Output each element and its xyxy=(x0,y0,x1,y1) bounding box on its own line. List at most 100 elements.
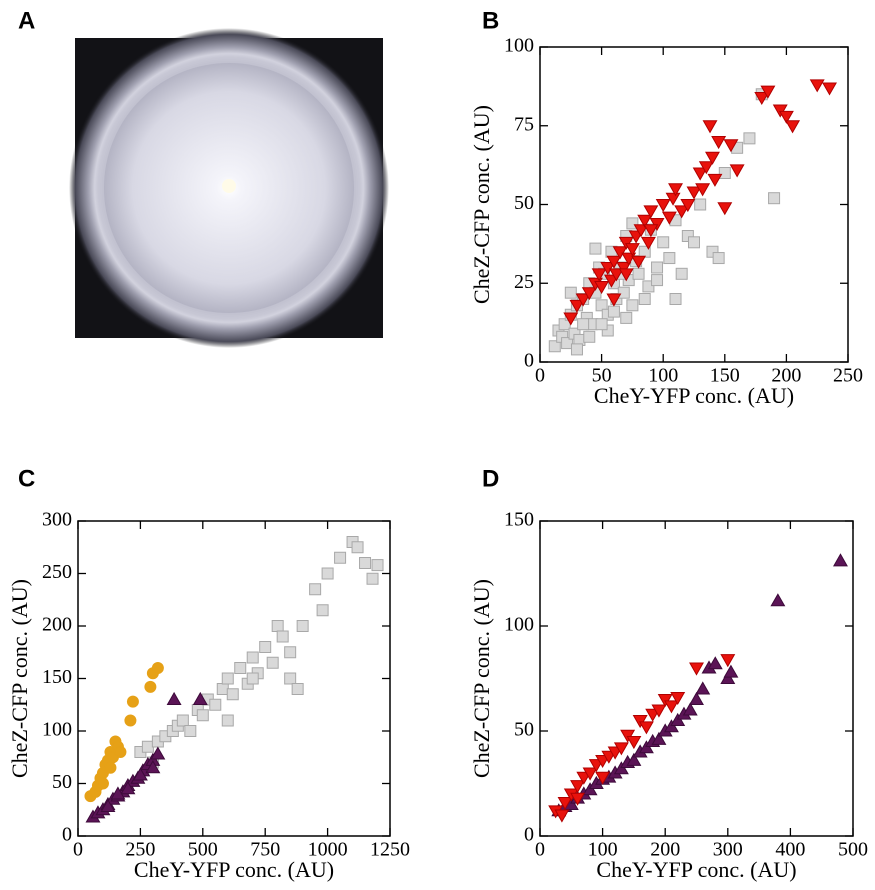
data-point xyxy=(688,236,700,249)
data-point xyxy=(561,337,574,350)
data-point xyxy=(754,91,770,106)
data-points xyxy=(84,536,384,823)
data-point xyxy=(246,672,259,685)
data-point xyxy=(711,136,727,150)
data-point xyxy=(633,224,649,238)
data-point xyxy=(638,293,651,305)
data-point xyxy=(695,681,711,695)
y-tick-label: 50 xyxy=(514,192,534,214)
x-tick-label: 1000 xyxy=(308,839,348,861)
data-point xyxy=(694,198,707,211)
plot-frame xyxy=(539,520,854,837)
scatter-chart: 0 250 500 750 1000 1250 0 50 100 150 200 250 300 CheY… xyxy=(7,509,410,882)
data-point xyxy=(582,782,598,796)
panel-letter: A xyxy=(18,7,35,34)
data-point xyxy=(284,646,297,659)
data-point xyxy=(575,293,591,307)
y-tick-label: 25 xyxy=(514,271,534,293)
data-point xyxy=(760,85,776,99)
data-point xyxy=(591,268,607,282)
data-point xyxy=(554,809,570,823)
x-tick-label: 150 xyxy=(710,365,740,387)
data-point xyxy=(661,211,677,225)
x-axis-label: CheY-YFP conc. (AU) xyxy=(134,857,334,882)
data-point xyxy=(669,293,682,305)
data-point xyxy=(359,557,372,569)
x-tick-label: 250 xyxy=(833,365,863,387)
data-point xyxy=(608,268,624,282)
data-point xyxy=(663,252,676,265)
x-tick-label: 500 xyxy=(188,839,218,861)
data-point xyxy=(698,161,714,175)
data-point xyxy=(612,246,628,260)
data-point xyxy=(583,330,596,343)
data-point xyxy=(649,217,665,232)
data-point xyxy=(234,662,247,674)
x-tick-label: 0 xyxy=(73,839,83,861)
data-point xyxy=(221,672,234,685)
data-point xyxy=(616,262,632,276)
data-point xyxy=(772,104,788,118)
data-point xyxy=(822,82,837,96)
data-point xyxy=(718,167,731,179)
inoculation-spot xyxy=(222,179,236,193)
data-point xyxy=(601,324,614,337)
y-tick-label: 100 xyxy=(42,719,72,741)
data-point xyxy=(141,740,154,753)
data-point xyxy=(600,262,616,276)
x-axis-label: CheY-YFP conc. (AU) xyxy=(594,383,794,408)
data-point xyxy=(665,192,681,206)
data-point xyxy=(582,767,598,781)
x-tick-label: 200 xyxy=(771,365,801,387)
y-tick-label: 0 xyxy=(524,824,534,846)
data-point xyxy=(564,286,577,299)
x-tick-label: 300 xyxy=(713,839,743,861)
data-point xyxy=(184,725,197,737)
data-point xyxy=(657,694,673,708)
x-tick-label: 0 xyxy=(535,365,545,387)
data-point xyxy=(271,620,284,632)
data-point xyxy=(663,719,679,733)
data-point xyxy=(632,715,648,729)
data-point xyxy=(768,192,781,205)
data-point xyxy=(720,654,736,668)
data-point xyxy=(595,318,608,331)
y-axis-label: CheZ-CFP conc. (AU) xyxy=(469,579,494,778)
data-point xyxy=(663,700,679,714)
data-point xyxy=(570,343,583,356)
data-point xyxy=(770,593,786,607)
data-point xyxy=(620,729,636,743)
data-point xyxy=(707,173,723,187)
data-point xyxy=(570,780,586,794)
data-point xyxy=(680,199,696,213)
data-point xyxy=(626,217,639,230)
data-point xyxy=(833,553,848,567)
panel-letter: C xyxy=(18,465,35,492)
data-point xyxy=(192,691,208,705)
data-point xyxy=(613,761,629,775)
data-point xyxy=(638,721,654,735)
data-point xyxy=(702,120,718,134)
y-tick-label: 250 xyxy=(42,561,72,583)
data-point xyxy=(589,242,602,255)
data-point xyxy=(577,318,590,331)
data-point xyxy=(686,186,702,200)
data-point xyxy=(809,79,825,93)
data-point xyxy=(712,252,725,265)
data-point xyxy=(334,551,347,564)
data-point xyxy=(120,781,136,795)
data-point xyxy=(606,293,622,307)
data-point xyxy=(681,230,694,242)
x-tick-label: 400 xyxy=(775,839,805,861)
data-point xyxy=(632,267,645,280)
data-point xyxy=(785,120,801,134)
data-point xyxy=(276,630,289,643)
data-point xyxy=(581,287,597,301)
data-point xyxy=(124,714,137,727)
data-point xyxy=(626,752,642,766)
data-point xyxy=(642,280,655,293)
panel-a-image xyxy=(69,28,389,348)
data-point xyxy=(620,311,633,324)
